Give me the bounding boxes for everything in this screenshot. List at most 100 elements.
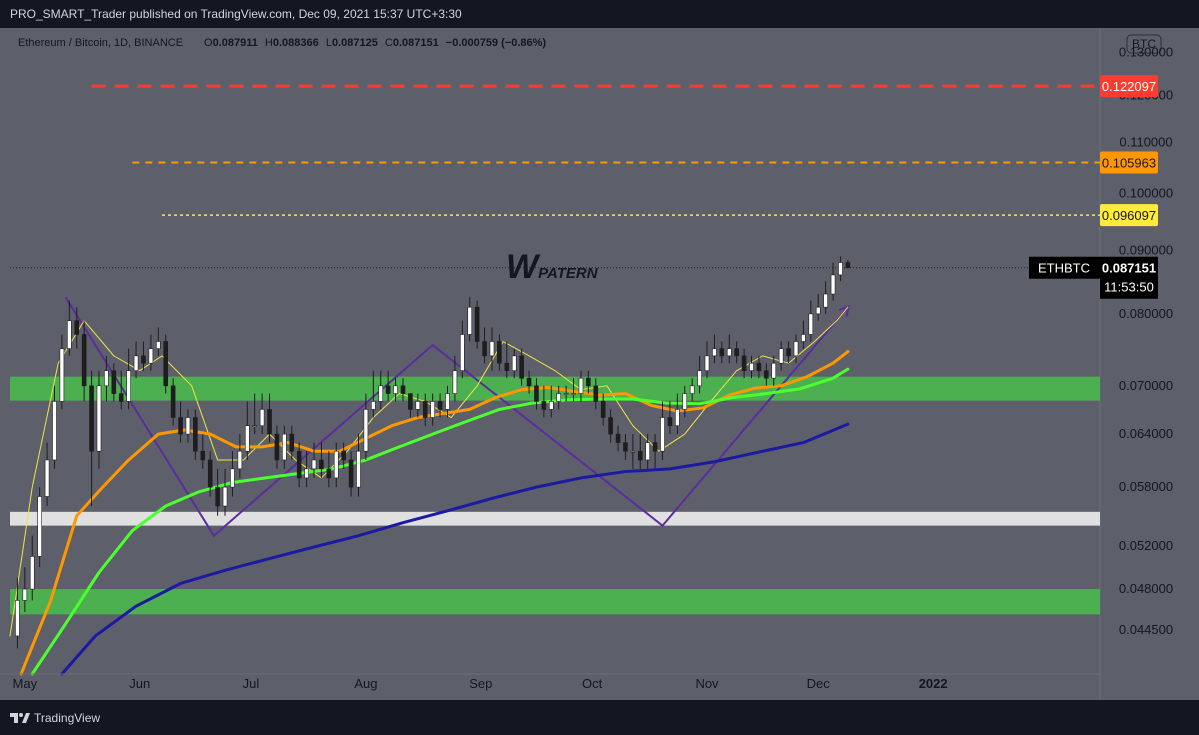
price-chart[interactable]: Ethereum / Bitcoin, 1D, BINANCE O0.08791… (0, 28, 1199, 700)
candle-body (29, 556, 35, 590)
candle (615, 425, 621, 452)
candle-body (548, 401, 554, 410)
tradingview-logo[interactable]: TradingView (10, 711, 100, 725)
currency-button-label: BTC (1132, 37, 1156, 51)
candle-body (408, 393, 413, 410)
y-tick-label: 0.052000 (1119, 538, 1173, 553)
candle-body (422, 401, 428, 418)
candle (652, 434, 658, 469)
candle (460, 320, 465, 379)
candle-body (148, 348, 154, 364)
candle (571, 378, 576, 402)
candle (200, 434, 206, 469)
candle (252, 393, 257, 435)
candle (541, 385, 547, 418)
chart-area[interactable]: Ethereum / Bitcoin, 1D, BINANCE O0.08791… (0, 28, 1199, 700)
candle-body (482, 341, 487, 357)
candle (363, 393, 369, 460)
candle (660, 401, 665, 460)
y-tick-label: 0.044500 (1119, 622, 1173, 637)
candle (415, 393, 421, 418)
w-pattern-title-big: W (506, 248, 541, 286)
candle-body (586, 377, 591, 387)
candle-body (682, 393, 688, 410)
candle (133, 341, 139, 379)
legend-h-value: 0.088366 (273, 37, 319, 49)
candle (712, 334, 717, 364)
candle (793, 334, 799, 364)
candle-body (326, 468, 332, 479)
candle-body (244, 425, 250, 452)
candle (96, 370, 102, 469)
currency-button[interactable]: BTC (1126, 34, 1162, 54)
candle-body (89, 385, 94, 452)
support-zone-1 (10, 511, 1100, 526)
candle (155, 327, 161, 356)
w-pattern-line (64, 296, 848, 538)
candle (148, 334, 154, 371)
candle-body (215, 486, 220, 507)
candle (764, 363, 769, 386)
candle-body (259, 409, 265, 427)
candle (526, 370, 532, 394)
candle (215, 468, 220, 516)
candle (645, 434, 650, 469)
candle-body (467, 306, 473, 335)
y-tick-label: 0.070000 (1119, 378, 1173, 393)
candle-body (59, 348, 65, 402)
y-tick-label: 0.080000 (1119, 306, 1173, 321)
candle (244, 401, 250, 460)
legend-symbol: Ethereum / Bitcoin, 1D, BINANCE (18, 37, 183, 49)
candle-body (22, 588, 28, 601)
candle-body (96, 385, 102, 452)
legend-c-value: 0.087151 (393, 37, 439, 49)
candle-body (133, 355, 139, 371)
candle-body (193, 417, 198, 452)
candle (237, 434, 243, 478)
candle-body (578, 377, 584, 394)
candle-body (385, 385, 391, 394)
candle (393, 378, 398, 402)
candle (667, 401, 673, 435)
candle (111, 363, 117, 402)
candle (400, 378, 406, 402)
candle (274, 425, 280, 469)
candle-body (111, 370, 117, 394)
candle (408, 393, 413, 418)
candle (356, 434, 361, 497)
candle (682, 385, 688, 418)
candle (786, 341, 791, 364)
symbol-badge-label: ETHBTC (1038, 261, 1090, 276)
candle (608, 409, 613, 443)
candle-body (252, 425, 257, 428)
candle (81, 320, 87, 402)
candle-body (712, 348, 717, 357)
candle-body (341, 450, 346, 461)
candle-body (37, 496, 42, 557)
candle-body (734, 348, 739, 357)
candle (830, 262, 836, 301)
candle-body (808, 313, 814, 335)
candle (163, 334, 169, 394)
plot-background (0, 28, 1199, 700)
candle (600, 393, 606, 426)
candle (778, 341, 784, 371)
candle-body (749, 362, 754, 371)
candle-body (104, 370, 109, 387)
candle (734, 341, 739, 364)
candle (430, 393, 435, 426)
candle (756, 355, 762, 379)
candle (593, 378, 599, 410)
candle-body (556, 393, 562, 402)
price-axis-background (1100, 28, 1199, 700)
price-level-badge-1: 0.105963 (1100, 151, 1158, 174)
y-tick-label: 0.058000 (1119, 479, 1173, 494)
candle (838, 256, 843, 282)
candle-body (15, 600, 20, 637)
publisher-line: PRO_SMART_Trader published on TradingVie… (10, 7, 462, 21)
candle (489, 327, 495, 371)
candle-body (452, 370, 458, 394)
last-price-timer: 11:53:50 (1104, 280, 1154, 295)
candle (304, 451, 309, 488)
candle-body (378, 385, 384, 402)
